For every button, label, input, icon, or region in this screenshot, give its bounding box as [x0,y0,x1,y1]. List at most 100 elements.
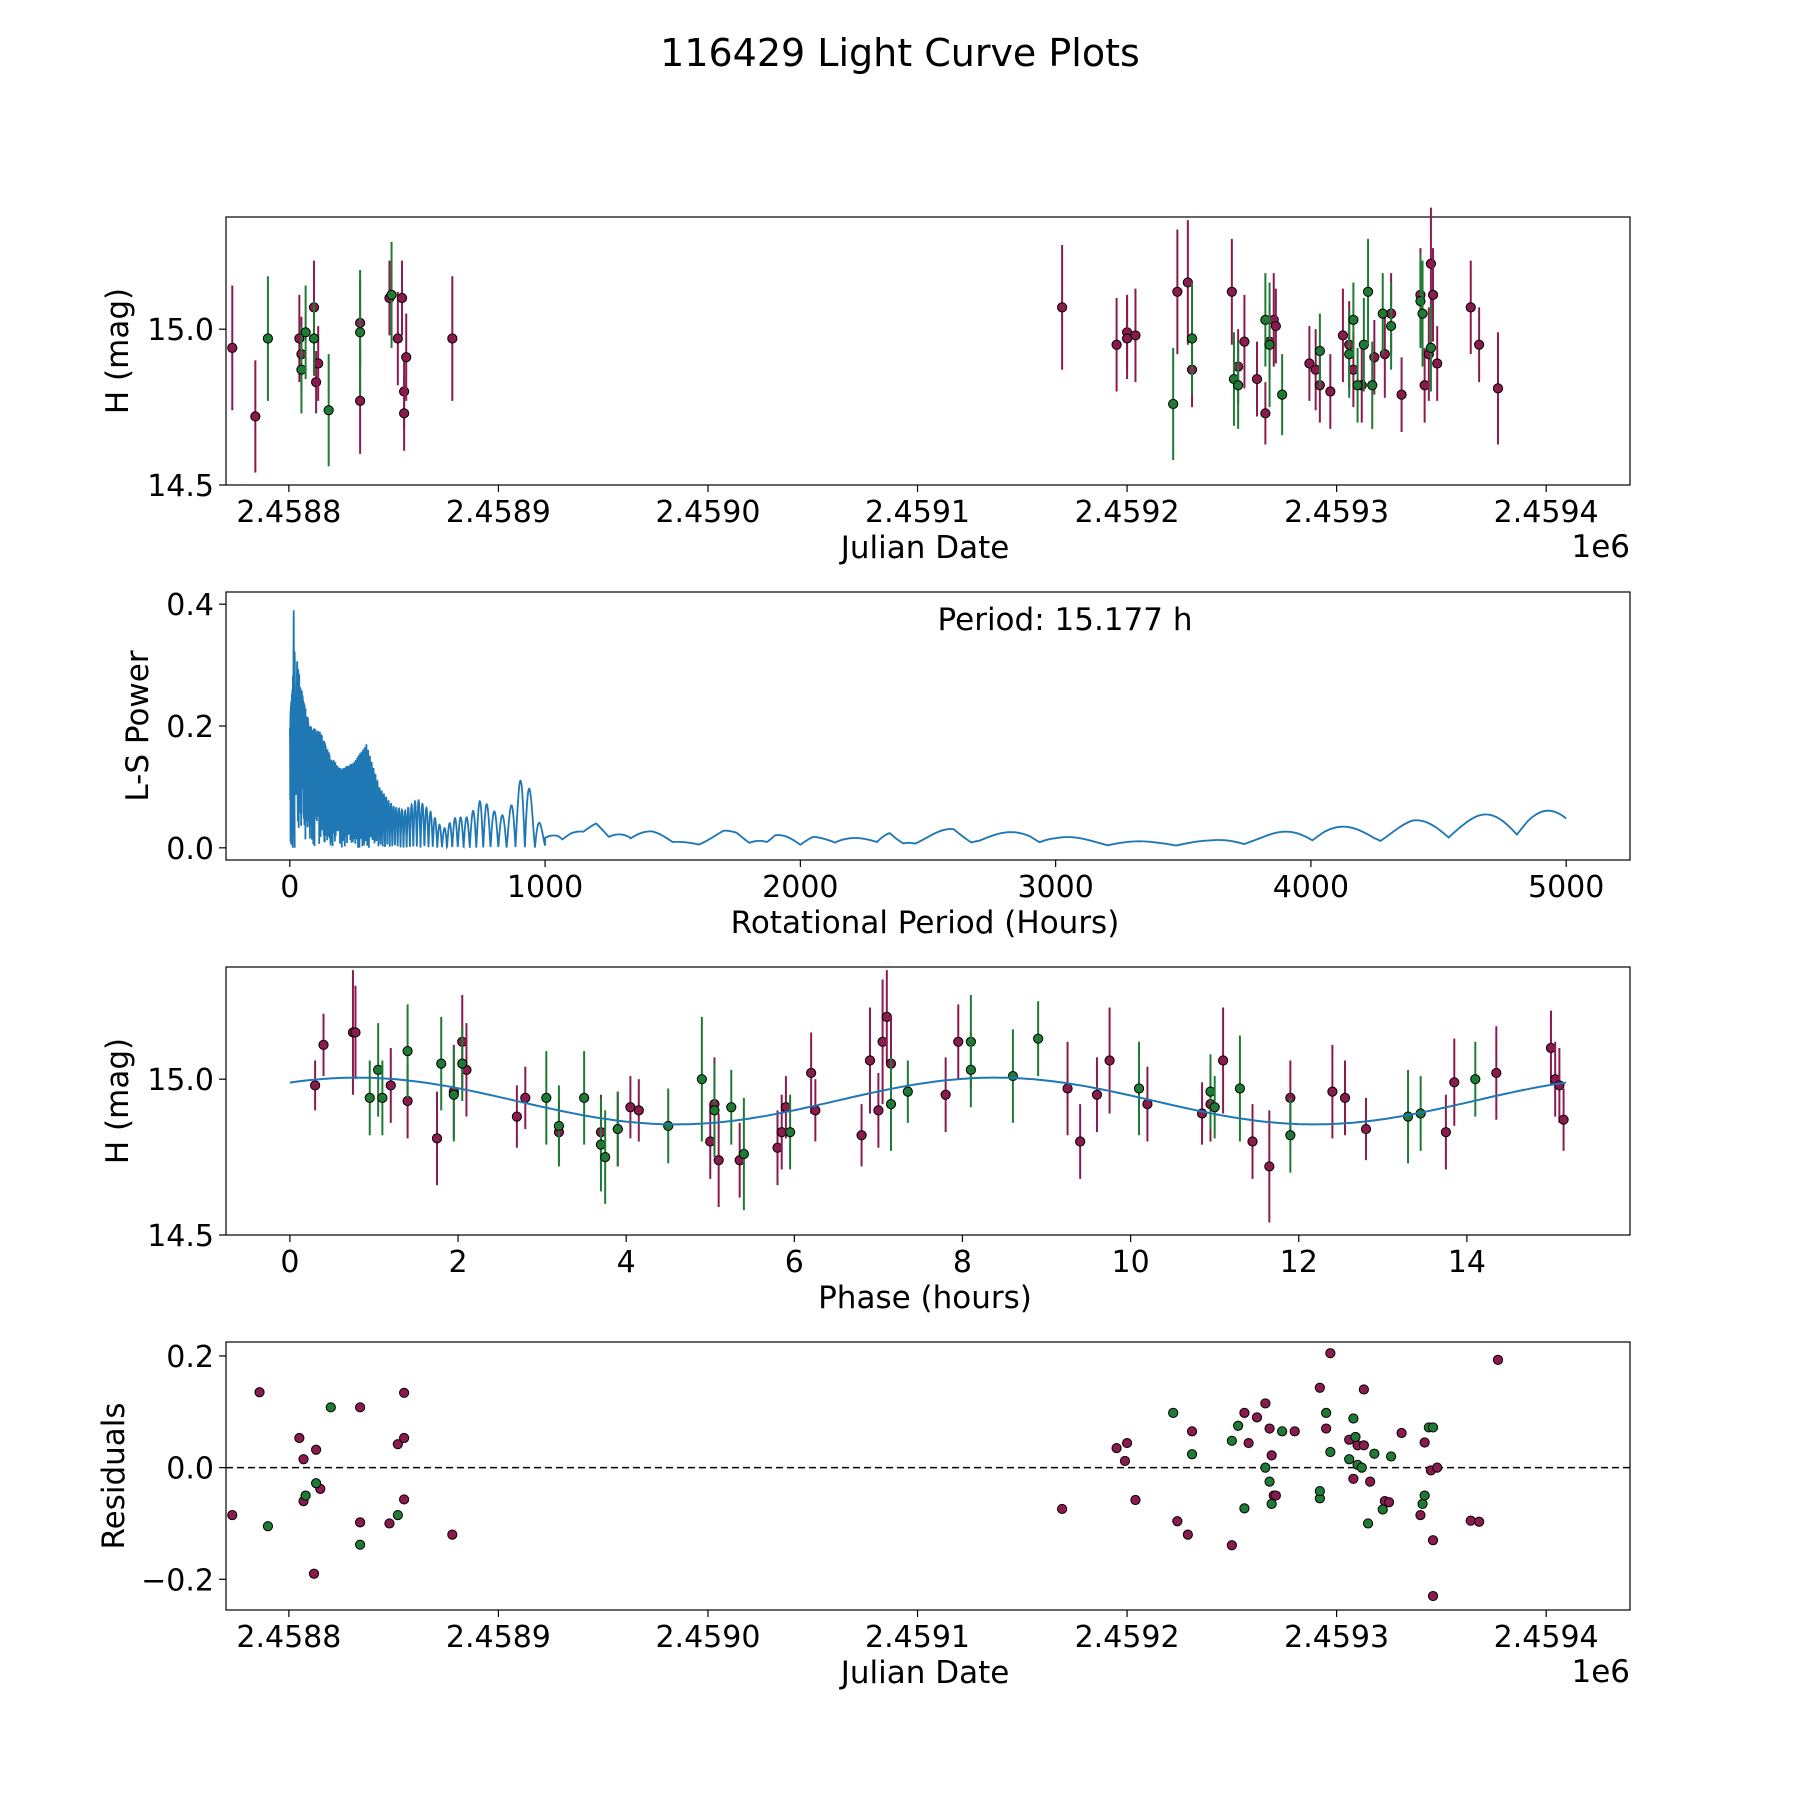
residuals-point [227,1509,238,1521]
residuals-point [1348,1413,1359,1424]
residuals-offset-text: 1e6 [1571,1654,1630,1690]
residuals-point [1350,1431,1361,1443]
residuals-point [1427,1535,1439,1546]
phased-point [902,1086,913,1097]
phased-point [318,1039,329,1051]
residuals-point [399,1432,410,1444]
light-curve-point [1270,320,1281,332]
light-curve-panel: Julian Date H (mag) 1e6 2.4588 2.4589 2.45… [100,207,1631,566]
residuals-point [1233,1420,1244,1431]
phased-point [310,1080,321,1091]
light-curve-point [1348,314,1359,325]
light-curve-point [1121,333,1133,344]
light-curve-xtick-label: 2.4591 [865,495,970,530]
phased-xtick-label: 10 [1112,1245,1150,1280]
residuals-point [1417,1498,1428,1510]
residuals-point [1289,1426,1300,1437]
residuals-point [1251,1412,1263,1423]
residuals-point [262,1521,274,1532]
periodogram-panel: Rotational Period (Hours) L-S Power Peri… [120,588,1631,941]
residuals-ytick-label: −0.2 [141,1563,214,1598]
phased-point [1217,1055,1229,1066]
residuals-point [308,1568,320,1579]
residuals-point [298,1454,309,1465]
phased-point [1327,1086,1338,1097]
residuals-point [392,1439,403,1450]
light-curve-point [1233,380,1244,391]
residuals-point [1130,1494,1141,1506]
residuals-point [1226,1540,1237,1551]
light-curve-point [1130,330,1141,341]
residuals-frame [225,1341,1631,1611]
phased-point [953,1036,964,1047]
residuals-xtick-label: 2.4591 [865,1620,970,1655]
residuals-point [1121,1437,1133,1449]
residuals-point [1260,1398,1271,1409]
residuals-point [1492,1354,1504,1365]
residuals-point [1277,1426,1288,1437]
residuals-point [1226,1435,1237,1446]
phased-point [713,1155,724,1166]
light-curve-point [300,327,311,338]
phased-point [1075,1136,1086,1147]
phased-point [1470,1074,1481,1085]
phased-point [1491,1067,1502,1079]
light-curve-point [1362,286,1374,297]
residuals-point [399,1387,410,1398]
residuals-point [1266,1450,1277,1461]
light-curve-point [1314,345,1325,357]
phased-point [1558,1114,1569,1125]
light-curve-point [396,292,408,304]
phased-point [1007,1070,1019,1082]
light-curve-point [1325,386,1336,397]
residuals-point [1358,1440,1369,1451]
light-curve-point [308,333,320,344]
phased-point [873,1105,884,1116]
phased-panel: Phase (hours) H (mag) 0 2 4 6 8 10 12 14 14.5 15.… [100,966,1631,1316]
phased-point [600,1151,611,1163]
light-curve-point [1168,398,1179,410]
light-curve-point [1425,258,1437,269]
light-curve-point [1432,358,1443,369]
phased-point [856,1130,867,1141]
light-curve-point [1172,286,1183,297]
residuals-point [1321,1407,1332,1419]
light-curve-point [1057,302,1068,313]
residuals-point [1260,1462,1271,1473]
light-curve-ylabel: H (mag) [100,288,136,414]
residuals-point [1264,1476,1275,1487]
phased-point [436,1058,447,1069]
residuals-point [1314,1382,1325,1393]
residuals-point [1358,1384,1369,1395]
phased-point [1264,1161,1275,1172]
phased-point [457,1058,468,1069]
light-curve-point [355,395,366,406]
residuals-point [1325,1446,1336,1458]
phased-point [709,1105,720,1116]
figure-title: 116429 Light Curve Plots [660,31,1140,75]
phased-point [1033,1033,1044,1044]
light-curve-point [1367,380,1378,391]
residuals-point [1314,1485,1325,1497]
residuals-point [1186,1426,1198,1437]
residuals-point [300,1490,311,1501]
light-curve-point [401,352,412,363]
periodogram-ytick-label: 0.2 [166,710,214,745]
residuals-xtick-label: 2.4589 [446,1620,551,1655]
light-curve-point [1415,296,1426,307]
light-curve-point [447,333,458,344]
phased-ylabel: H (mag) [100,1038,136,1164]
phased-xtick-label: 14 [1448,1245,1486,1280]
phased-xtick-label: 6 [785,1245,804,1280]
light-curve-xtick-label: 2.4588 [236,495,341,530]
light-curve-point [1427,289,1439,301]
light-curve-point [1226,286,1237,297]
residuals-point [1243,1437,1254,1449]
phased-xlabel: Phase (hours) [818,1280,1032,1316]
phased-xtick-label: 2 [448,1245,467,1280]
phased-point [350,1027,361,1038]
residuals-point [1427,1422,1439,1433]
phased-point [1285,1130,1296,1141]
residuals-xtick-label: 2.4590 [655,1620,760,1655]
